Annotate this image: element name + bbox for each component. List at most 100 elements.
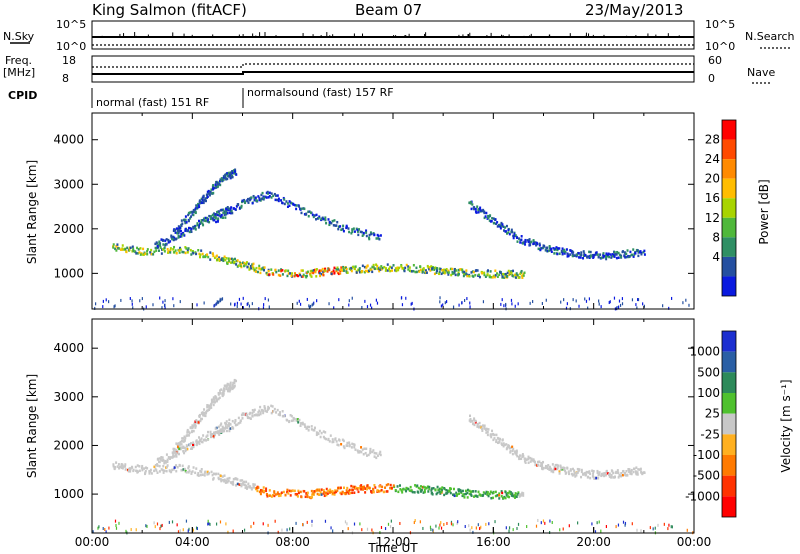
echo-cell <box>546 246 549 249</box>
echo-cell <box>613 296 616 300</box>
echo-cell <box>576 471 579 474</box>
echo-cell <box>212 400 215 403</box>
echo-cell <box>306 297 308 301</box>
echo-cell <box>501 298 503 302</box>
echo-cell <box>251 265 254 268</box>
freq-label: Freq. <box>5 54 32 67</box>
echo-cell <box>477 208 480 211</box>
echo-cell <box>565 306 568 310</box>
echo-cell <box>354 448 357 451</box>
echo-cell <box>313 426 316 430</box>
echo-cell <box>295 274 298 277</box>
echo-cell <box>505 492 508 496</box>
echo-cell <box>342 439 345 443</box>
echo-cell <box>188 431 191 435</box>
echo-cell <box>229 207 232 210</box>
echo-cell <box>477 490 480 494</box>
echo-cell <box>593 253 596 257</box>
echo-cell <box>336 220 339 224</box>
echo-cell <box>537 518 539 522</box>
echo-cell <box>189 248 192 252</box>
echo-cell <box>439 487 442 491</box>
echo-cell <box>628 468 631 471</box>
echo-cell <box>242 483 245 486</box>
echo-cell <box>360 230 363 234</box>
echo-cell <box>608 301 610 305</box>
echo-cell <box>228 173 231 176</box>
echo-cell <box>267 298 270 302</box>
echo-cell <box>310 425 313 428</box>
echo-cell <box>192 227 195 230</box>
echo-cell <box>191 470 194 473</box>
echo-cell <box>346 486 349 490</box>
nsearch-tick-top: 10^5 <box>705 18 735 31</box>
echo-cell <box>384 486 387 489</box>
echo-cell <box>629 250 632 254</box>
echo-cell <box>217 181 220 184</box>
echo-cell <box>330 490 333 494</box>
echo-cell <box>125 250 128 254</box>
echo-cell <box>364 269 367 273</box>
echo-cell <box>502 272 505 276</box>
echo-cell <box>485 490 488 494</box>
echo-cell <box>175 452 178 455</box>
echo-cell <box>342 486 345 490</box>
echo-cell <box>322 489 325 492</box>
echo-cell <box>174 228 177 232</box>
echo-cell <box>253 483 256 486</box>
echo-cell <box>153 521 155 525</box>
echo-cell <box>452 305 455 309</box>
echo-cell <box>394 489 397 492</box>
echo-cell <box>643 253 646 256</box>
echo-cell <box>359 230 362 234</box>
echo-cell <box>162 471 165 474</box>
echo-cell <box>407 265 410 268</box>
echo-cell <box>596 469 599 473</box>
echo-cell <box>503 495 506 499</box>
echo-cell <box>280 491 283 494</box>
echo-cell <box>536 464 539 467</box>
echo-cell <box>264 407 267 410</box>
echo-cell <box>628 255 631 258</box>
echo-cell <box>259 412 262 416</box>
echo-cell <box>342 224 345 228</box>
echo-cell <box>217 210 220 213</box>
echo-cell <box>627 468 630 471</box>
echo-cell <box>551 463 554 466</box>
echo-cell <box>173 455 176 458</box>
echo-cell <box>210 406 213 409</box>
echo-cell <box>563 248 566 252</box>
echo-cell <box>224 258 227 262</box>
echo-cell <box>198 440 201 443</box>
echo-cell <box>369 449 372 453</box>
echo-cell <box>155 249 158 252</box>
echo-cell <box>634 251 637 255</box>
echo-cell <box>508 526 511 530</box>
echo-cell <box>311 213 314 217</box>
echo-cell <box>498 492 501 495</box>
echo-cell <box>187 219 190 223</box>
echo-cell <box>588 297 591 301</box>
echo-cell <box>161 459 164 462</box>
echo-cell <box>468 489 471 493</box>
echo-cell <box>488 522 490 526</box>
echo-cell <box>520 238 523 242</box>
echo-cell <box>309 274 312 277</box>
echo-cell <box>226 262 229 266</box>
echo-cell <box>121 244 124 247</box>
echo-cell <box>154 467 157 471</box>
cpid-panel: CPID normal (fast) 151 RF normalsound (f… <box>8 86 394 109</box>
echo-cell <box>517 237 520 240</box>
echo-cell <box>178 444 181 447</box>
echo-cell <box>262 486 265 489</box>
echo-cell <box>187 213 190 217</box>
freq-unit: [MHz] <box>3 66 35 79</box>
echo-cell <box>483 427 486 430</box>
echo-cell <box>169 247 172 250</box>
echo-cell <box>262 266 265 270</box>
echo-cell <box>154 464 157 467</box>
echo-cell <box>316 492 319 496</box>
echo-cell <box>457 520 459 524</box>
echo-cell <box>538 244 541 247</box>
echo-cell <box>404 266 407 270</box>
